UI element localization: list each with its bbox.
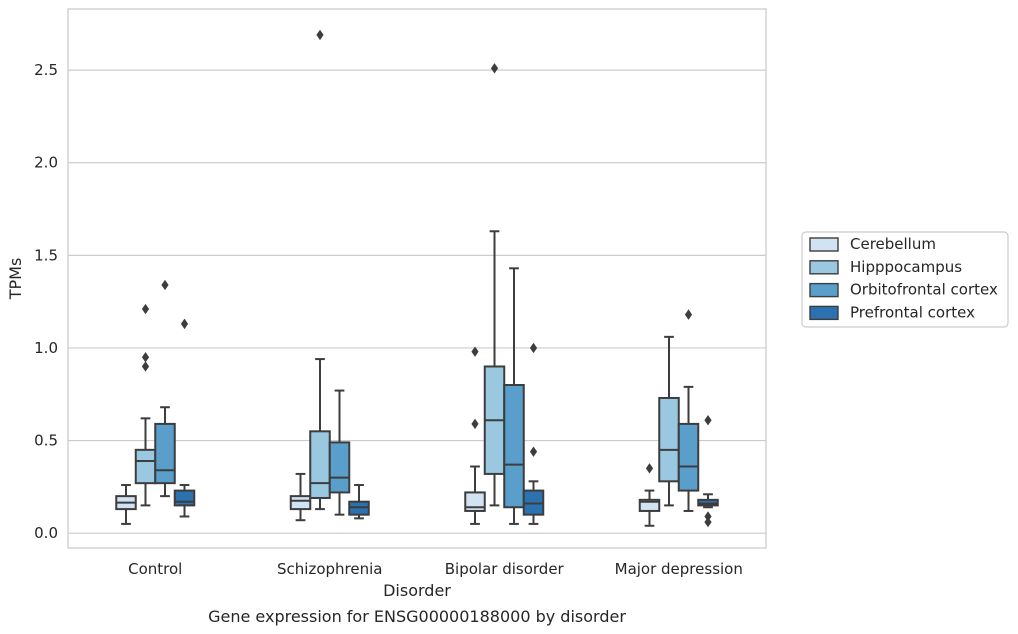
y-tick-label: 0.5: [34, 432, 58, 450]
outlier-point: [161, 279, 169, 291]
y-tick-label: 1.5: [34, 246, 58, 264]
box-iqr: [173, 489, 196, 507]
y-tick-label: 2.5: [34, 61, 58, 79]
x-tick-label: Bipolar disorder: [445, 560, 565, 578]
box-prefrontal-cortex: [348, 484, 370, 520]
outlier-point: [141, 361, 150, 372]
y-tick-label: 2.0: [34, 154, 58, 172]
legend: Cerebellum Hipppocampus Orbitofrontal cort…: [801, 231, 1009, 328]
outlier-point: [471, 418, 479, 430]
box-orbitofrontal-cortex: [154, 279, 176, 498]
outlier-point: [529, 342, 538, 354]
outlier-point: [704, 414, 712, 426]
x-tick-label: Control: [128, 560, 182, 578]
box-hipppocampus: [658, 335, 680, 507]
outlier-point: [141, 303, 150, 315]
outlier-point: [141, 352, 150, 363]
outlier-point: [704, 511, 712, 522]
boxes: [115, 29, 719, 528]
legend-label: Hipppocampus: [850, 258, 962, 276]
box-cerebellum: [638, 463, 661, 527]
box-prefrontal-cortex: [173, 318, 196, 518]
box-iqr: [638, 498, 661, 512]
legend-label: Orbitofrontal cortex: [850, 281, 998, 299]
x-tick-label: Major depression: [615, 560, 743, 578]
box-iqr: [677, 422, 700, 492]
box-hipppocampus: [483, 63, 506, 507]
legend-swatch: [809, 305, 839, 321]
box-iqr: [289, 495, 312, 511]
box-hipppocampus: [309, 29, 331, 511]
outlier-point: [471, 346, 479, 357]
x-axis-title: Disorder: [383, 581, 451, 600]
chart-title: Gene expression for ENSG00000188000 by d…: [208, 607, 626, 626]
legend-frame: [801, 231, 1009, 328]
box-iqr: [309, 430, 331, 499]
box-iqr: [658, 396, 680, 483]
y-tick-label: 1.0: [34, 339, 58, 357]
box-iqr: [328, 441, 351, 494]
box-cerebellum: [464, 346, 486, 525]
plot-frame: [67, 8, 767, 549]
box-orbitofrontal-cortex: [503, 267, 525, 525]
y-axis-title: TPMs: [6, 258, 25, 301]
box-prefrontal-cortex: [522, 342, 545, 525]
outlier-point: [684, 309, 693, 320]
x-tick-label: Schizophrenia: [277, 560, 382, 578]
legend-swatch: [809, 282, 839, 298]
box-hipppocampus: [134, 303, 157, 507]
y-tick-labels: 0.0 0.5 1.0 1.5 2.0 2.5: [34, 61, 58, 542]
box-iqr: [134, 448, 157, 485]
outlier-point: [490, 63, 499, 74]
outlier-point: [316, 29, 324, 41]
outlier-point: [529, 446, 538, 457]
box-prefrontal-cortex: [697, 414, 719, 528]
box-orbitofrontal-cortex: [677, 309, 700, 512]
legend-label: Cerebellum: [850, 235, 936, 253]
legend-swatch: [809, 260, 839, 275]
box-cerebellum: [115, 484, 137, 525]
outlier-point: [704, 516, 712, 528]
outlier-point: [645, 463, 654, 474]
box-orbitofrontal-cortex: [328, 389, 351, 516]
box-iqr: [154, 422, 176, 485]
box-cerebellum: [289, 472, 312, 522]
legend-swatch: [809, 237, 839, 252]
legend-label: Prefrontal cortex: [850, 303, 975, 321]
outlier-point: [180, 318, 189, 330]
grid-lines: [68, 69, 766, 534]
x-tick-labels: Control Schizophrenia Bipolar disorder Majo…: [128, 560, 743, 578]
box-iqr: [503, 384, 525, 509]
y-tick-label: 0.0: [34, 524, 58, 542]
